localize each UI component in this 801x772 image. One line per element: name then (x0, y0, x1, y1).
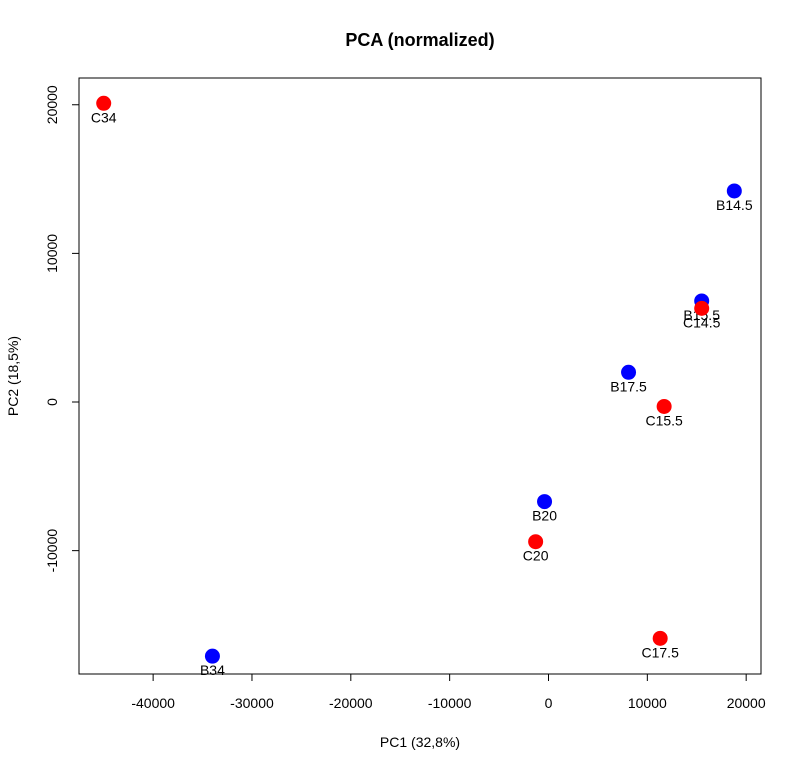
point-label: C15.5 (645, 412, 683, 428)
point-label: B34 (200, 662, 225, 678)
data-point (694, 300, 710, 316)
x-axis-label: PC1 (32,8%) (380, 734, 460, 750)
x-tick-label: -20000 (329, 695, 373, 711)
data-point (96, 95, 112, 111)
y-tick-label: 0 (44, 398, 60, 406)
x-tick-label: 0 (545, 695, 553, 711)
y-axis: -10000 0 10000 20000 (44, 85, 80, 573)
x-tick-label: 10000 (628, 695, 667, 711)
x-tick-label: 20000 (727, 695, 766, 711)
point-label: B17.5 (610, 378, 647, 394)
data-points: C34B14.5B15.5C14.5B17.5C15.5B20C20C17.5B… (91, 95, 753, 678)
data-point (656, 398, 672, 414)
point-label: C34 (91, 109, 117, 125)
data-point (652, 630, 668, 646)
x-tick-label: -30000 (230, 695, 274, 711)
point-label: C20 (523, 548, 549, 564)
y-axis-label: PC2 (18,5%) (5, 336, 21, 416)
data-point (621, 364, 637, 380)
y-tick-label: 20000 (44, 85, 60, 124)
point-label: C14.5 (683, 314, 721, 330)
data-point (204, 648, 220, 664)
y-tick-label: 10000 (44, 234, 60, 273)
data-point (528, 534, 544, 550)
plot-frame (78, 77, 762, 675)
chart-title: PCA (normalized) (345, 30, 494, 50)
point-label: C17.5 (642, 644, 680, 660)
y-tick-label: -10000 (44, 529, 60, 573)
x-axis: -40000 -30000 -20000 -10000 0 10000 20000 (131, 673, 766, 711)
data-point (726, 183, 742, 199)
x-tick-label: -10000 (428, 695, 472, 711)
x-tick-label: -40000 (131, 695, 175, 711)
point-label: B14.5 (716, 197, 753, 213)
data-point (537, 494, 553, 510)
point-label: B20 (532, 508, 557, 524)
